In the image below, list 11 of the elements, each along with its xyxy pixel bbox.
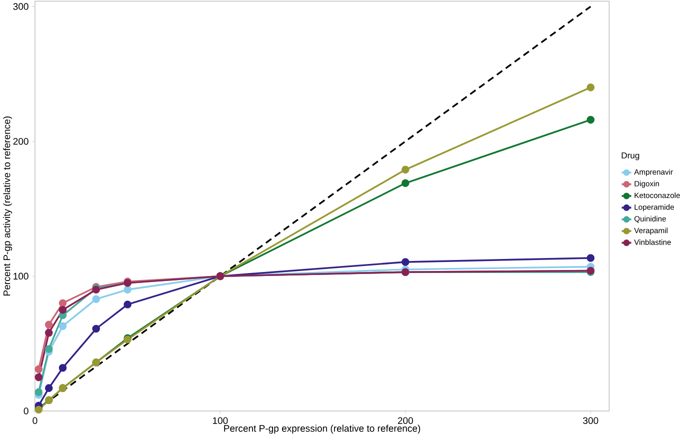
x-tick-label: 300 <box>583 417 598 424</box>
x-tick-label: 0 <box>32 417 38 424</box>
x-tick-label: 100 <box>212 417 228 424</box>
y-tick-label: 200 <box>13 138 28 145</box>
y-tick-label: 100 <box>14 272 28 280</box>
legend-title: Drug <box>622 152 640 160</box>
x-axis-title: Percent P-gp expression (relative to reference) <box>224 424 420 434</box>
y-axis-title: Percent P-gp activity (relative to reference) <box>3 116 12 296</box>
x-tick-label: 200 <box>398 417 413 424</box>
y-tick-label: 300 <box>13 3 28 10</box>
y-tick-label: 0 <box>24 408 28 414</box>
